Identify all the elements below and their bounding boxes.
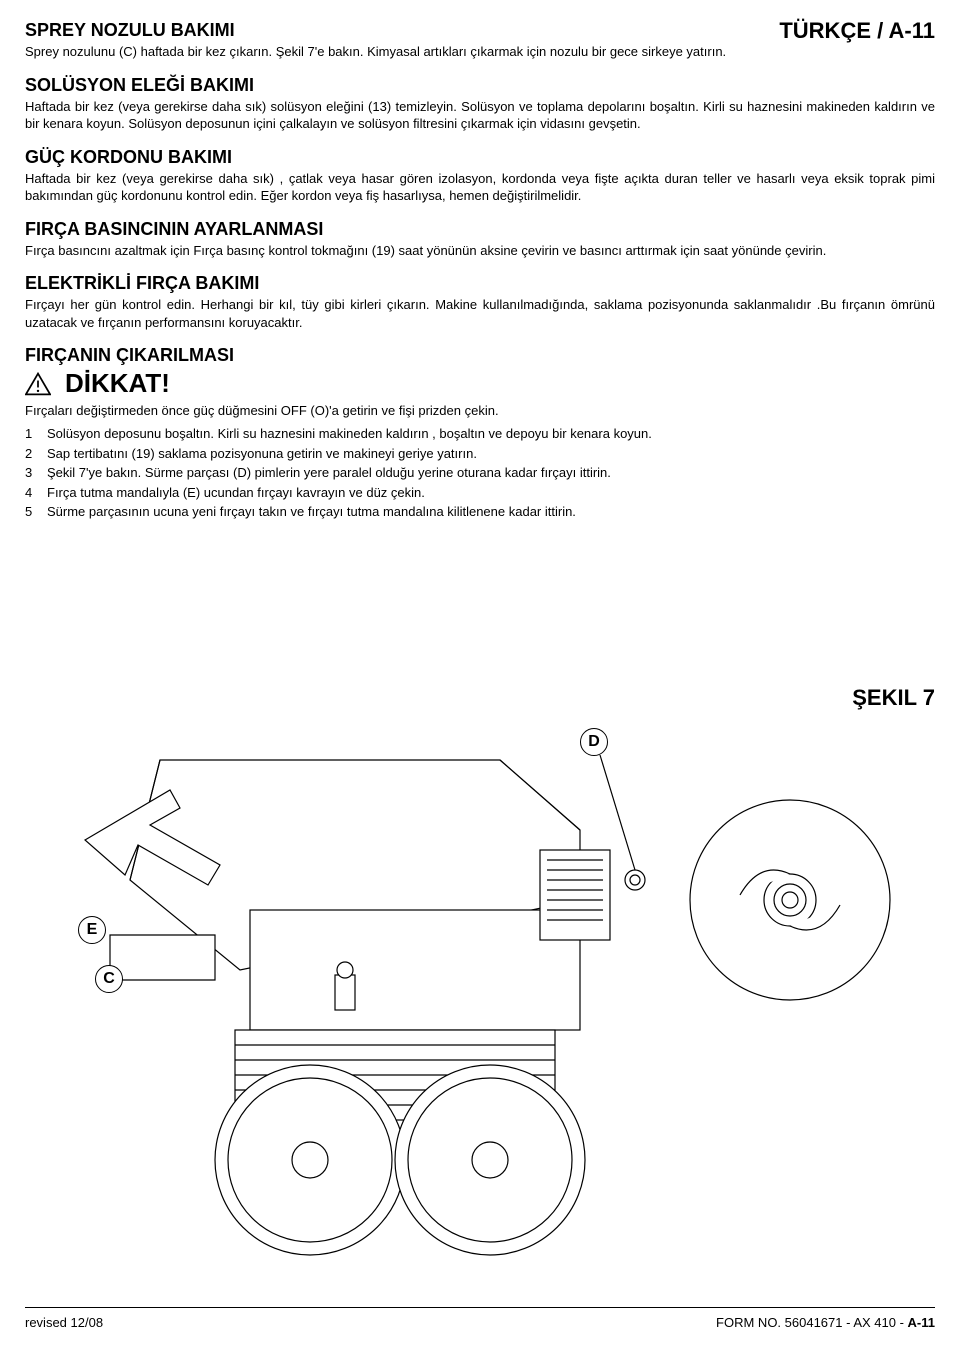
section-title: ELEKTRİKLİ FIRÇA BAKIMI bbox=[25, 273, 935, 294]
callout-E: E bbox=[78, 916, 106, 944]
list-item: 3Şekil 7'ye bakın. Sürme parçası (D) pim… bbox=[25, 463, 935, 483]
section-title: SOLÜSYON ELEĞİ BAKIMI bbox=[25, 75, 935, 96]
step-text: Şekil 7'ye bakın. Sürme parçası (D) piml… bbox=[47, 463, 611, 483]
list-item: 5Sürme parçasının ucuna yeni fırçayı tak… bbox=[25, 502, 935, 522]
page-footer: revised 12/08 FORM NO. 56041671 - AX 410… bbox=[25, 1315, 935, 1330]
list-item: 1Solüsyon deposunu boşaltın. Kirli su ha… bbox=[25, 424, 935, 444]
section-title: FIRÇA BASINCININ AYARLANMASI bbox=[25, 219, 935, 240]
warning-row: DİKKAT! bbox=[25, 368, 935, 399]
section-body: Fırça basıncını azaltmak için Fırça bası… bbox=[25, 242, 935, 260]
footer-formno-page: A-11 bbox=[908, 1315, 935, 1330]
removal-steps: 1Solüsyon deposunu boşaltın. Kirli su ha… bbox=[25, 424, 935, 522]
callout-D: D bbox=[580, 728, 608, 756]
technical-diagram: D E C bbox=[40, 720, 920, 1280]
warning-subtext: Fırçaları değiştirmeden önce güç düğmesi… bbox=[25, 403, 935, 418]
figure-label: ŞEKIL 7 bbox=[852, 685, 935, 711]
section-body: Fırçayı her gün kontrol edin. Herhangi b… bbox=[25, 296, 935, 331]
list-item: 4Fırça tutma mandalıyla (E) ucundan fırç… bbox=[25, 483, 935, 503]
section-electric-brush: ELEKTRİKLİ FIRÇA BAKIMI Fırçayı her gün … bbox=[25, 273, 935, 331]
section-title: GÜÇ KORDONU BAKIMI bbox=[25, 147, 935, 168]
footer-revised: revised 12/08 bbox=[25, 1315, 103, 1330]
warning-text: DİKKAT! bbox=[65, 368, 170, 399]
section-brush-pressure: FIRÇA BASINCININ AYARLANMASI Fırça basın… bbox=[25, 219, 935, 260]
footer-rule bbox=[25, 1307, 935, 1308]
section-body: Sprey nozulunu (C) haftada bir kez çıkar… bbox=[25, 43, 935, 61]
section-title: FIRÇANIN ÇIKARILMASI bbox=[25, 345, 935, 366]
machine-illustration bbox=[40, 720, 920, 1280]
footer-formno-prefix: FORM NO. 56041671 - AX 410 - bbox=[716, 1315, 907, 1330]
step-text: Sap tertibatını (19) saklama pozisyonuna… bbox=[47, 444, 477, 464]
section-brush-removal: FIRÇANIN ÇIKARILMASI DİKKAT! Fırçaları d… bbox=[25, 345, 935, 522]
step-text: Solüsyon deposunu boşaltın. Kirli su haz… bbox=[47, 424, 652, 444]
footer-formno: FORM NO. 56041671 - AX 410 - A-11 bbox=[716, 1315, 935, 1330]
step-text: Sürme parçasının ucuna yeni fırçayı takı… bbox=[47, 502, 576, 522]
section-body: Haftada bir kez (veya gerekirse daha sık… bbox=[25, 170, 935, 205]
page-header-lang: TÜRKÇE / A-11 bbox=[779, 18, 935, 44]
list-item: 2Sap tertibatını (19) saklama pozisyonun… bbox=[25, 444, 935, 464]
warning-triangle-icon bbox=[25, 372, 51, 396]
section-body: Haftada bir kez (veya gerekirse daha sık… bbox=[25, 98, 935, 133]
section-solution-sieve: SOLÜSYON ELEĞİ BAKIMI Haftada bir kez (v… bbox=[25, 75, 935, 133]
callout-C: C bbox=[95, 965, 123, 993]
section-power-cord: GÜÇ KORDONU BAKIMI Haftada bir kez (veya… bbox=[25, 147, 935, 205]
step-text: Fırça tutma mandalıyla (E) ucundan fırça… bbox=[47, 483, 425, 503]
